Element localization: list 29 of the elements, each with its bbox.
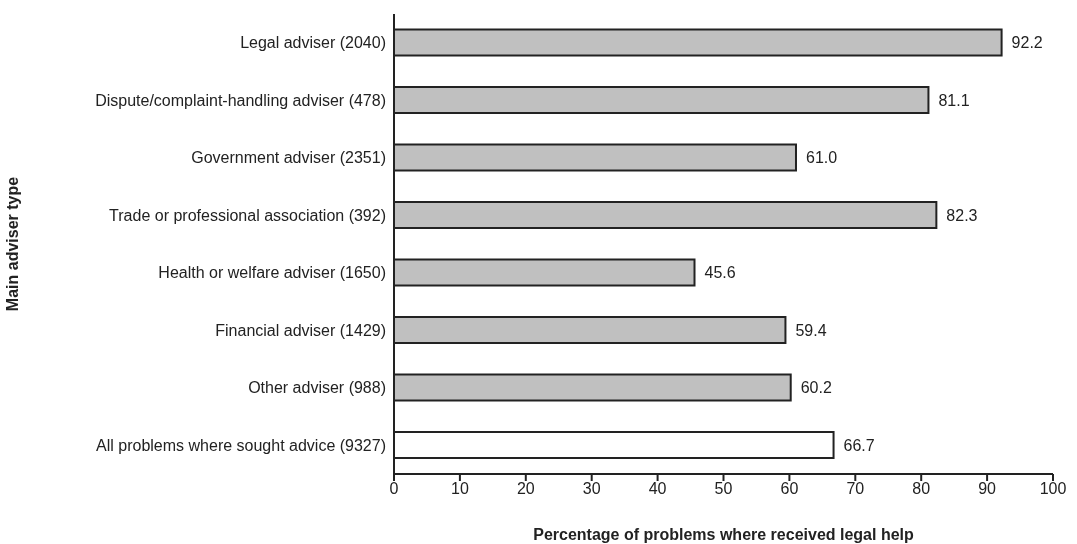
data-label: 82.3	[946, 206, 978, 224]
data-label: 92.2	[1011, 34, 1043, 52]
data-label: 45.6	[704, 264, 736, 282]
x-tick-label: 20	[516, 480, 535, 498]
x-tick-label: 0	[389, 480, 399, 498]
y-tick-label: Legal adviser (2040)	[240, 34, 386, 52]
data-label: 81.1	[938, 91, 970, 109]
x-tick-label: 40	[648, 480, 667, 498]
x-tick-label: 100	[1039, 480, 1067, 498]
x-axis-title: Percentage of problems where received legal help	[533, 526, 915, 543]
data-label: 66.7	[843, 436, 875, 454]
y-tick-label: Government adviser (2351)	[191, 149, 386, 167]
x-tick-label: 70	[846, 480, 865, 498]
y-tick-label: Other adviser (988)	[248, 379, 386, 397]
x-tick-label: 50	[714, 480, 733, 498]
y-tick-label: Dispute/complaint-handling adviser (478)	[95, 91, 386, 109]
x-tick-label: 90	[978, 480, 997, 498]
data-label: 61.0	[805, 149, 838, 167]
y-tick-label: Trade or professional association (392)	[109, 206, 386, 224]
data-label: 60.2	[800, 379, 832, 397]
x-tick-label: 80	[912, 480, 931, 498]
x-tick-label: 10	[451, 480, 469, 498]
y-tick-label: Financial adviser (1429)	[215, 321, 386, 339]
y-axis-title: Main adviser type	[3, 176, 21, 312]
y-tick-label: All problems where sought advice (9327)	[96, 436, 386, 454]
x-tick-label: 60	[780, 480, 799, 498]
y-tick-label: Health or welfare adviser (1650)	[158, 264, 386, 282]
data-label: 59.4	[795, 321, 827, 339]
x-tick-label: 30	[582, 480, 601, 498]
